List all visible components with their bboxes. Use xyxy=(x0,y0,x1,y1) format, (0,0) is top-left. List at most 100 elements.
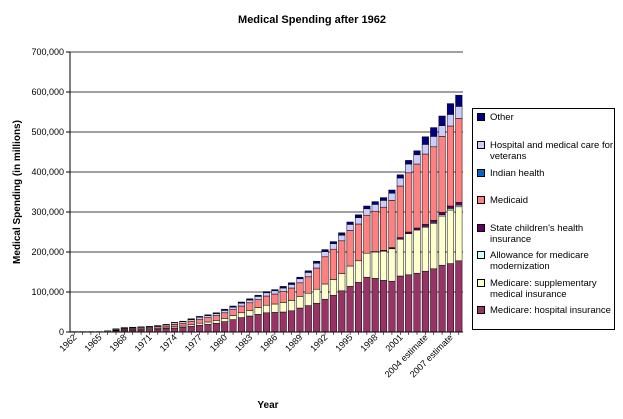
bar-segment xyxy=(221,321,229,333)
bar-segment xyxy=(221,308,229,311)
bar-segment xyxy=(271,289,279,292)
bar-segment xyxy=(279,291,287,303)
bar-segment xyxy=(455,202,463,206)
bar-segment xyxy=(371,201,379,205)
bar-segment xyxy=(329,279,337,296)
bar-segment xyxy=(388,200,396,248)
legend-swatch-indian-health xyxy=(477,169,485,177)
bar-segment xyxy=(405,160,413,165)
bar-segment xyxy=(421,144,429,155)
legend-label: Medicare: supplementary medical insuranc… xyxy=(490,278,597,300)
bar-segment xyxy=(321,256,329,285)
bar-segment xyxy=(288,310,296,333)
bar-segment xyxy=(304,276,312,294)
y-axis-title: Medical Spending (in millions) xyxy=(12,120,23,264)
bar-segment xyxy=(413,163,421,229)
bar-segment xyxy=(171,327,179,333)
bar-segment xyxy=(446,125,454,207)
bar-segment xyxy=(346,286,354,333)
legend-swatch-chip xyxy=(477,224,485,232)
bar-segment xyxy=(396,177,404,187)
bar-segment xyxy=(321,298,329,333)
bar-segment xyxy=(254,299,262,308)
bar-segment xyxy=(254,314,262,333)
x-tick-label: 1965 xyxy=(82,332,103,353)
bar-segment xyxy=(455,118,463,203)
bar-segment xyxy=(237,301,245,304)
y-axis-ticks: 0 100,000 200,000 300,000 400,000 500,000 600,… xyxy=(31,47,70,337)
bar-segment xyxy=(212,322,220,333)
bar-segment xyxy=(380,200,388,208)
bar-segment xyxy=(196,322,204,326)
bar-segment xyxy=(288,284,296,289)
x-tick-label: 1998 xyxy=(358,332,379,353)
bar-segment xyxy=(221,318,229,322)
x-tick-label: 1986 xyxy=(258,332,279,353)
axes xyxy=(69,52,463,333)
bar-segment xyxy=(246,302,254,311)
bar-segment xyxy=(204,321,212,325)
bar-segment xyxy=(262,295,271,306)
bar-segment xyxy=(196,316,204,320)
bar-segment xyxy=(237,312,245,318)
bar-segment xyxy=(430,223,438,270)
bar-segment xyxy=(405,274,413,333)
bar-segment xyxy=(196,316,204,318)
bar-segment xyxy=(229,305,237,308)
x-tick-label: 1980 xyxy=(208,332,229,353)
bar-segment xyxy=(329,248,337,280)
bar-segment xyxy=(455,106,463,119)
bar-segment xyxy=(446,209,454,264)
legend-label: Medicaid xyxy=(490,195,529,206)
x-tick-label: 2001 xyxy=(383,332,404,353)
y-tick-label: 700,000 xyxy=(31,47,64,57)
chart-title: Medical Spending after 1962 xyxy=(238,14,386,26)
x-tick-label: 1989 xyxy=(283,332,304,353)
bar-segment xyxy=(237,302,245,307)
bar-segment xyxy=(246,315,254,333)
bar-segment xyxy=(179,326,187,333)
bar-segment xyxy=(162,325,170,329)
bar-segment xyxy=(446,114,454,127)
bar-segment xyxy=(329,294,337,333)
legend-swatch-smi xyxy=(477,279,485,287)
bar-segment xyxy=(363,276,371,333)
y-tick-label: 600,000 xyxy=(31,87,64,97)
bar-segment xyxy=(304,272,312,278)
bar-segment xyxy=(221,312,229,319)
bar-segment xyxy=(262,291,271,294)
bar-segment xyxy=(363,208,371,216)
gridlines xyxy=(70,51,463,293)
bar-segment xyxy=(262,292,271,297)
bar-segment xyxy=(212,315,220,321)
bar-segment xyxy=(254,296,262,300)
bar-segment xyxy=(313,288,321,304)
bar-segment xyxy=(288,300,296,312)
bar-segment xyxy=(279,287,287,292)
bar-segment xyxy=(413,150,421,156)
bar-segment xyxy=(354,214,362,218)
bar-segment xyxy=(371,278,379,333)
bar-segment xyxy=(279,286,287,289)
bar-segment xyxy=(229,306,237,310)
bar-segment xyxy=(304,292,312,306)
bar-segment xyxy=(296,276,304,280)
legend-swatch-modernization xyxy=(477,251,485,259)
legend-label: Medicare: hospital insurance xyxy=(490,305,611,316)
bar-segment xyxy=(380,280,388,333)
bar-segment xyxy=(313,302,321,333)
bar-segment xyxy=(204,315,212,318)
x-tick-label: 1974 xyxy=(158,332,179,353)
legend-swatch-hospital-insurance xyxy=(477,306,485,314)
bar-segment xyxy=(388,189,396,194)
bar-segment xyxy=(271,303,279,313)
bar-segment xyxy=(246,298,254,301)
bar-segment xyxy=(338,234,346,242)
bar-segment xyxy=(430,136,438,148)
bar-segment xyxy=(438,125,446,137)
bar-segment xyxy=(371,204,379,212)
bar-segment xyxy=(262,304,271,314)
legend-label: Other xyxy=(490,112,514,123)
bar-segment xyxy=(446,103,454,115)
